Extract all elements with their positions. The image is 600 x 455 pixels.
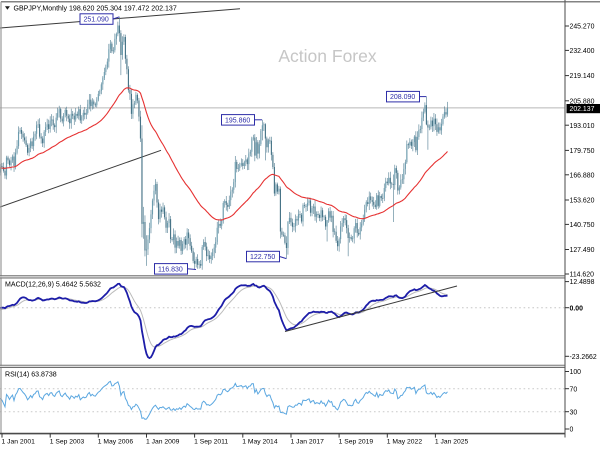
svg-text:Action Forex: Action Forex [278,46,376,66]
svg-text:RSI(14) 63.8738: RSI(14) 63.8738 [5,371,57,378]
svg-text:MACD(12,26,9) 5.4642 5.5632: MACD(12,26,9) 5.4642 5.5632 [5,281,101,288]
svg-text:1 Jan 2025: 1 Jan 2025 [435,439,469,446]
svg-text:1 Jan 2009: 1 Jan 2009 [146,439,180,446]
svg-text:1 May 2014: 1 May 2014 [242,439,278,446]
svg-text:202.137: 202.137 [570,106,595,113]
svg-text:140.750: 140.750 [570,222,595,229]
svg-text:208.090: 208.090 [390,94,415,101]
svg-text:245.270: 245.270 [570,24,595,31]
svg-text:100: 100 [570,369,582,376]
svg-text:114.620: 114.620 [570,272,595,279]
svg-text:195.860: 195.860 [225,117,250,124]
svg-text:122.750: 122.750 [250,254,275,261]
svg-text:219.140: 219.140 [570,73,595,80]
svg-text:30: 30 [570,409,578,416]
svg-text:251.090: 251.090 [84,17,109,24]
svg-text:1 Jan 2017: 1 Jan 2017 [291,439,325,446]
svg-text:0: 0 [570,427,574,434]
svg-text:1 Sep 2019: 1 Sep 2019 [339,439,374,446]
svg-text:1 Sep 2003: 1 Sep 2003 [50,439,85,446]
svg-text:1 Jan 2001: 1 Jan 2001 [2,439,36,446]
svg-text:166.880: 166.880 [570,172,595,179]
svg-text:12.4898: 12.4898 [570,279,595,286]
svg-text:193.010: 193.010 [570,123,595,130]
svg-text:1 May 2006: 1 May 2006 [98,439,134,446]
svg-text:232.400: 232.400 [570,48,595,55]
svg-text:127.490: 127.490 [570,247,595,254]
svg-text:-23.2662: -23.2662 [570,354,597,361]
svg-text:70: 70 [570,386,578,393]
svg-text:1 Sep 2011: 1 Sep 2011 [194,439,228,446]
svg-text:GBPJPY,Monthly 198.620 205.30: GBPJPY,Monthly 198.620 205.304 197.472 2… [14,5,177,12]
svg-text:153.620: 153.620 [570,198,595,205]
svg-text:116.830: 116.830 [158,266,183,273]
svg-text:0.00: 0.00 [570,305,584,312]
svg-text:179.750: 179.750 [570,148,595,155]
svg-text:1 May 2022: 1 May 2022 [387,439,423,446]
